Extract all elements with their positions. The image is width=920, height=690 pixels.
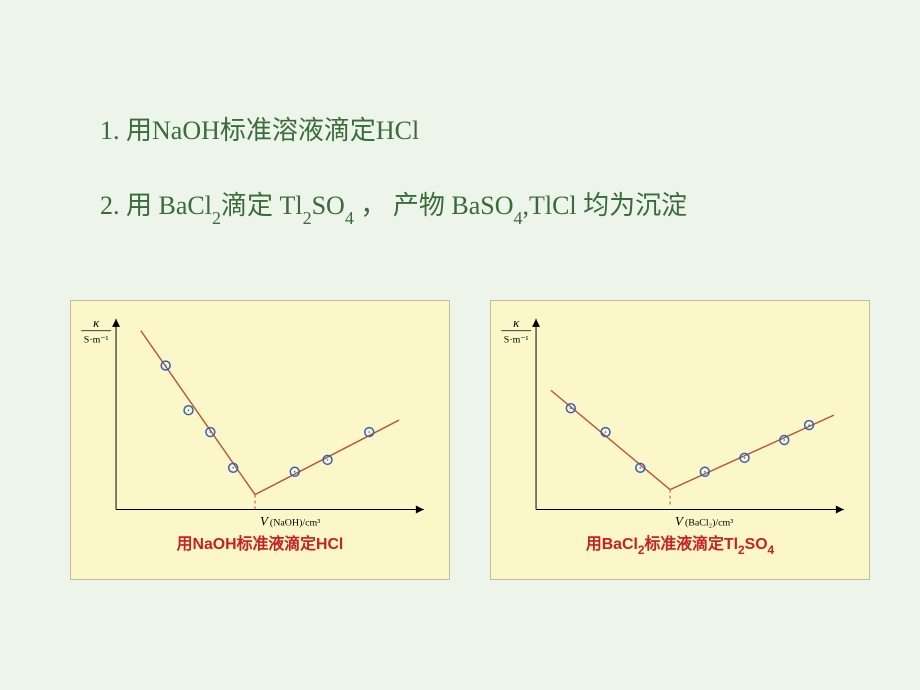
line2-baso4-sub: 4 bbox=[513, 208, 522, 228]
data-point-center bbox=[704, 471, 706, 473]
line-descending bbox=[551, 390, 670, 489]
data-point-center bbox=[294, 471, 296, 473]
chart2-cap-p1: 用BaCl bbox=[586, 535, 638, 553]
statement-2: 2. 用 BaCl2滴定 Tl2SO4 ， 产物 BaSO4,TlCl 均为沉淀 bbox=[100, 185, 687, 225]
data-point-center bbox=[188, 409, 190, 411]
chart1-x-arrow bbox=[416, 506, 424, 514]
chart2-x-v: V bbox=[675, 514, 685, 528]
chart2-cap-s3: 4 bbox=[768, 543, 775, 557]
line2-bacl2: BaCl bbox=[159, 191, 212, 220]
chart2-y-arrow bbox=[532, 319, 540, 327]
chart1-y-den: S·m⁻¹ bbox=[84, 335, 109, 346]
line2-tl2: Tl bbox=[279, 191, 302, 220]
statement-1: 1. 用NaOH标准溶液滴定HCl bbox=[100, 110, 419, 147]
line2-mid1: 滴定 bbox=[221, 191, 280, 220]
data-point-center bbox=[165, 365, 167, 367]
chart1-lines bbox=[141, 331, 399, 510]
data-point-center bbox=[783, 439, 785, 441]
chart1-caption: 用NaOH标准液滴定HCl bbox=[177, 534, 344, 553]
chart-naoh-hcl: κ S·m⁻¹ V (NaOH)/cm³ 用NaOH标准液滴定HCl bbox=[70, 300, 450, 580]
line2-baso4: BaSO bbox=[451, 191, 513, 220]
chart2-lines bbox=[551, 390, 834, 507]
chart1-markers bbox=[161, 361, 373, 476]
chart-bacl2-tl2so4: κ S·m⁻¹ V (BaCl₂)/cm³ 用BaCl2标准液滴定Tl2SO4 bbox=[490, 300, 870, 580]
data-point-center bbox=[368, 431, 370, 433]
chart2-x-arrow bbox=[836, 506, 844, 514]
line2-tl2-sub: 2 bbox=[303, 208, 312, 228]
data-point-center bbox=[808, 424, 810, 426]
chart2-y-den: S·m⁻¹ bbox=[504, 335, 529, 346]
chart1-svg: κ S·m⁻¹ V (NaOH)/cm³ 用NaOH标准液滴定HCl bbox=[71, 301, 449, 579]
chart2-cap-p2: 标准液滴定Tl bbox=[644, 534, 738, 553]
data-point-center bbox=[327, 459, 329, 461]
line2-so4: SO bbox=[312, 191, 345, 220]
chart2-markers bbox=[566, 404, 813, 476]
line2-prefix: 2. 用 bbox=[100, 191, 159, 220]
line-descending bbox=[141, 331, 255, 495]
chart1-x-v: V bbox=[260, 514, 270, 528]
line2-bacl2-sub: 2 bbox=[212, 208, 221, 228]
chart2-cap-p3: SO bbox=[745, 536, 768, 553]
line2-mid2: ， 产物 bbox=[354, 191, 452, 220]
chart2-svg: κ S·m⁻¹ V (BaCl₂)/cm³ 用BaCl2标准液滴定Tl2SO4 bbox=[491, 301, 869, 579]
data-point-center bbox=[744, 457, 746, 459]
chart1-y-arrow bbox=[112, 319, 120, 327]
data-point-center bbox=[605, 431, 607, 433]
line2-end: 均为沉淀 bbox=[577, 191, 688, 220]
data-point-center bbox=[210, 431, 212, 433]
data-point-center bbox=[639, 467, 641, 469]
chart1-y-num: κ bbox=[93, 316, 100, 330]
chart1-x-sub: (NaOH)/cm³ bbox=[270, 517, 320, 528]
line2-so4-sub: 4 bbox=[345, 208, 354, 228]
line2-tlcl: TlCl bbox=[529, 191, 577, 220]
data-point-center bbox=[570, 407, 572, 409]
chart2-x-sub: (BaCl₂)/cm³ bbox=[685, 517, 733, 528]
data-point-center bbox=[232, 467, 234, 469]
chart2-caption: 用BaCl2标准液滴定Tl2SO4 bbox=[586, 534, 775, 557]
chart2-y-num: κ bbox=[513, 316, 520, 330]
line-ascending bbox=[670, 415, 834, 489]
line-ascending bbox=[255, 420, 399, 494]
